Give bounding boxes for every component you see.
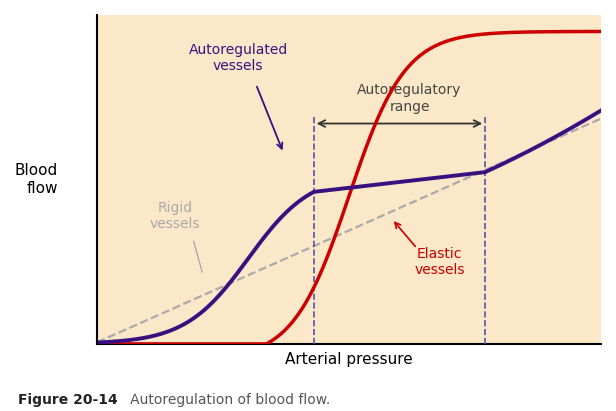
Text: Rigid
vessels: Rigid vessels — [150, 201, 200, 231]
Text: Autoregulation of blood flow.: Autoregulation of blood flow. — [117, 393, 330, 407]
Text: Autoregulated
vessels: Autoregulated vessels — [188, 43, 288, 73]
X-axis label: Arterial pressure: Arterial pressure — [285, 352, 413, 367]
Text: Elastic
vessels: Elastic vessels — [415, 247, 465, 277]
Text: Autoregulatory
range: Autoregulatory range — [357, 83, 462, 114]
Y-axis label: Blood
flow: Blood flow — [15, 163, 59, 196]
Text: Figure 20-14: Figure 20-14 — [18, 393, 118, 407]
